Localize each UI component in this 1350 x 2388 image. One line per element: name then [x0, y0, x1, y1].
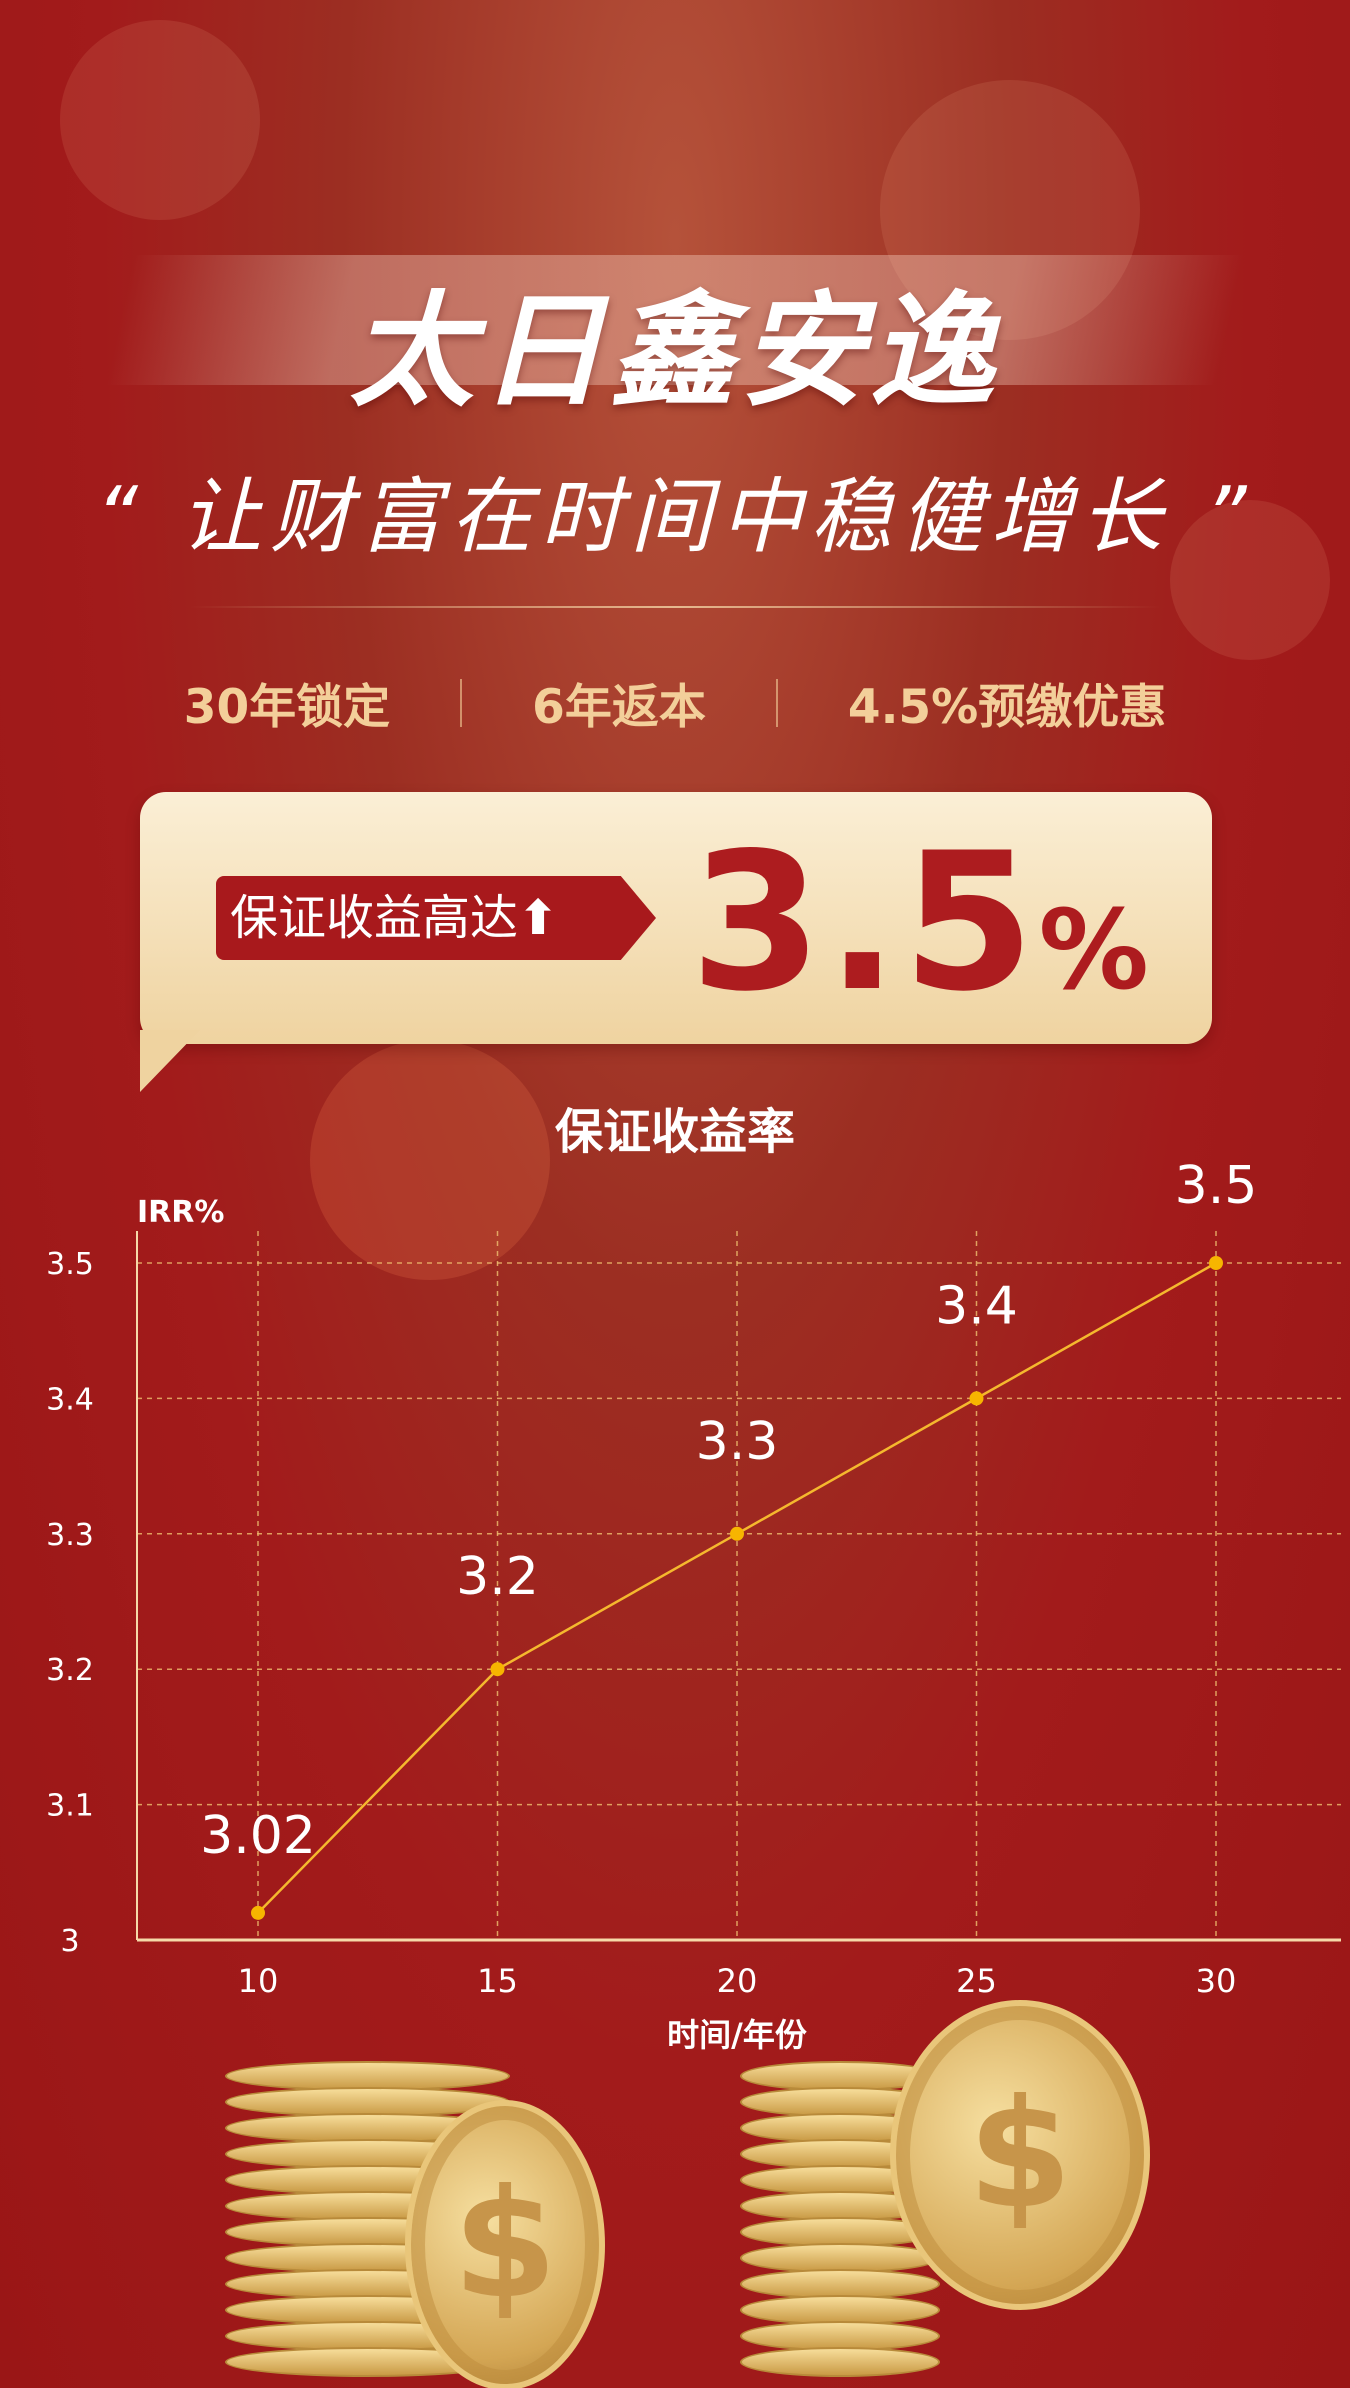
rate-unit: %	[1038, 886, 1153, 1014]
feature-row: 30年锁定 6年返本 4.5%预缴优惠	[0, 668, 1350, 737]
chart-grid	[137, 1231, 1341, 1940]
y-tick-label: 3.2	[46, 1653, 94, 1688]
data-label: 3.2	[456, 1547, 539, 1607]
y-tick-label: 3.3	[46, 1518, 94, 1553]
x-tick-label: 25	[956, 1962, 997, 2000]
feature-lock-term: 30年锁定	[183, 680, 391, 735]
dollar-coin-icon: $	[890, 2000, 1150, 2310]
arrow-up-icon: ⬆	[518, 890, 559, 946]
chart-axes: 3 3.1 3.2 3.3 3.4 3.5 10 15 20 25 30	[46, 1231, 1341, 2000]
stacked-coin	[740, 2269, 940, 2299]
stacked-coin	[740, 2295, 940, 2325]
y-axis-label: IRR%	[137, 1195, 224, 1230]
rate-value: 3.5	[690, 812, 1039, 1033]
x-tick-label: 15	[477, 1962, 518, 2000]
chart-marks: 3.02 3.2 3.3 3.4 3.5	[200, 1156, 1257, 1920]
data-point	[490, 1662, 505, 1677]
y-tick-label: 3.4	[46, 1382, 94, 1417]
y-tick-label: 3	[60, 1924, 79, 1959]
stacked-coin	[740, 2347, 940, 2377]
irr-line-chart: 3 3.1 3.2 3.3 3.4 3.5 10 15 20 25 30 3.02 3.2 3.3 3.4…	[46, 1156, 1341, 2054]
data-point	[251, 1905, 265, 1920]
guarantee-tag-label: 保证收益高达	[230, 890, 519, 946]
banner-tail	[140, 1030, 200, 1092]
x-tick-label: 10	[238, 1962, 279, 2000]
feature-discount: 4.5%预缴优惠	[847, 680, 1167, 735]
dollar-coin-icon: $	[405, 2100, 605, 2388]
chart-title: 保证收益率	[554, 1104, 795, 1160]
slogan: “ 让财富在时间中稳健增长 ”	[95, 470, 1255, 565]
data-point	[969, 1391, 984, 1406]
data-label: 3.3	[696, 1412, 779, 1472]
guaranteed-rate: 3.5%	[690, 812, 1153, 1033]
x-tick-label: 30	[1196, 1962, 1237, 2000]
y-tick-label: 3.5	[46, 1247, 94, 1282]
x-tick-label: 20	[717, 1962, 758, 2000]
data-point	[1209, 1256, 1223, 1270]
bokeh-light	[1170, 500, 1330, 660]
divider	[190, 606, 1160, 608]
bokeh-light	[880, 80, 1140, 340]
data-label: 3.4	[935, 1276, 1018, 1336]
separator	[460, 678, 463, 727]
y-tick-label: 3.1	[46, 1789, 94, 1824]
coin-stacks-decoration: $ $	[0, 2000, 1350, 2388]
feature-payback: 6年返本	[532, 680, 706, 735]
product-title: 太日鑫安逸	[349, 280, 1000, 424]
data-label: 3.5	[1175, 1156, 1258, 1216]
x-axis-label: 时间/年份	[667, 2016, 807, 2054]
guarantee-tag: 保证收益高达⬆	[216, 876, 656, 960]
data-point	[730, 1526, 744, 1541]
separator	[775, 678, 778, 727]
bokeh-light	[310, 1040, 550, 1280]
data-label: 3.02	[200, 1806, 316, 1866]
bokeh-light	[60, 20, 260, 220]
